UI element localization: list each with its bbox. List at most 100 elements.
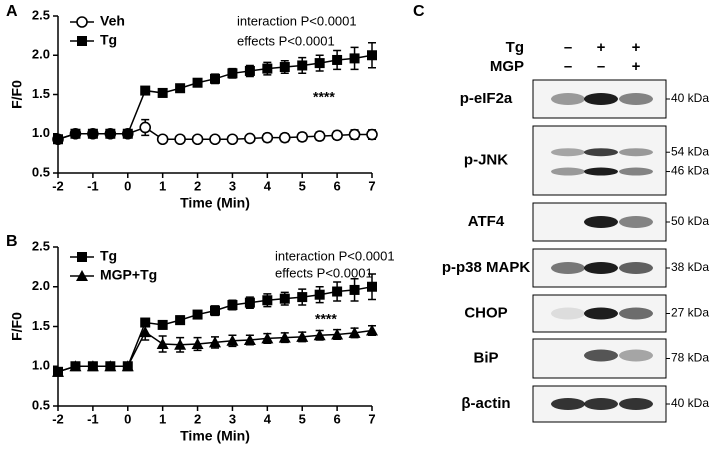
x-tick-label: 0 [124, 178, 131, 193]
y-tick-label: 0.5 [32, 164, 50, 179]
marker [122, 128, 133, 139]
marker [348, 128, 361, 141]
blot-band [619, 167, 653, 176]
blot-band [619, 307, 653, 320]
x-tick-label: 4 [264, 411, 272, 426]
condition-label: Tg [506, 39, 524, 56]
marker [279, 62, 290, 73]
marker [278, 331, 291, 343]
protein-label: BiP [473, 349, 498, 366]
lane-sign: – [597, 58, 605, 75]
marker [349, 284, 360, 295]
marker [175, 83, 186, 94]
marker [156, 133, 169, 146]
blot-band [584, 307, 618, 320]
x-tick-label: 2 [194, 178, 201, 193]
marker [140, 317, 151, 328]
lane-sign: + [632, 58, 641, 75]
y-tick-label: 2.0 [32, 278, 50, 293]
x-tick-label: 1 [159, 411, 166, 426]
kda-label: 78 kDa [671, 351, 709, 365]
blot-band [584, 398, 618, 410]
marker [349, 53, 360, 64]
panel-letter: B [6, 233, 18, 250]
kda-label: 54 kDa [671, 144, 709, 158]
marker [332, 286, 343, 297]
blot-band [619, 148, 653, 157]
y-tick-label: 2.5 [32, 238, 50, 253]
y-tick-label: 1.0 [32, 358, 50, 373]
marker [53, 134, 63, 145]
marker [244, 65, 255, 76]
marker [262, 63, 273, 74]
blot-band [551, 398, 585, 410]
x-tick-label: 1 [159, 178, 166, 193]
marker [209, 133, 221, 146]
blot-band [584, 349, 618, 362]
marker [348, 326, 361, 338]
panel-letter: A [6, 3, 18, 20]
x-tick-label: 2 [194, 411, 201, 426]
marker [313, 130, 326, 142]
marker [175, 315, 186, 326]
x-tick-label: -1 [87, 411, 99, 426]
marker [366, 128, 378, 141]
y-tick-label: 2.5 [32, 7, 50, 22]
marker [105, 128, 116, 139]
marker [314, 289, 325, 300]
annotation: effects P<0.0001 [237, 33, 335, 48]
y-tick-label: 1.5 [32, 318, 50, 333]
annotation: effects P<0.0001 [275, 265, 373, 280]
marker [77, 252, 87, 262]
y-tick-label: 1.5 [32, 86, 50, 101]
blot-band [551, 262, 585, 274]
x-tick-label: 7 [368, 411, 375, 426]
marker [227, 68, 238, 79]
marker [314, 58, 325, 69]
marker [192, 309, 203, 320]
y-tick-label: 0.5 [32, 397, 50, 412]
marker [191, 337, 204, 349]
marker [367, 281, 377, 292]
marker [279, 293, 290, 304]
marker [210, 73, 220, 84]
series-line [57, 286, 373, 373]
x-axis-label: Time (Min) [180, 195, 250, 211]
blot-band [619, 398, 653, 410]
y-axis-label: F/F0 [9, 80, 25, 109]
x-axis-label: Time (Min) [180, 428, 250, 444]
kda-label: 40 kDa [671, 91, 709, 105]
marker [244, 132, 256, 145]
marker [226, 334, 239, 346]
marker [296, 131, 309, 143]
blot-band [619, 349, 653, 362]
protein-label: p-eIF2a [460, 90, 513, 107]
marker [227, 300, 238, 311]
kda-label: 46 kDa [671, 164, 709, 178]
annotation: interaction P<0.0001 [237, 13, 357, 28]
x-tick-label: 5 [299, 411, 306, 426]
marker [278, 131, 291, 144]
x-tick-label: 6 [333, 178, 340, 193]
kda-label: 50 kDa [671, 214, 709, 228]
marker [76, 16, 88, 28]
marker [157, 319, 168, 330]
marker [140, 85, 151, 96]
legend-label: Veh [100, 13, 125, 29]
blot-band [584, 167, 618, 176]
marker [139, 121, 152, 134]
x-tick-label: 6 [333, 411, 340, 426]
legend-label: MGP+Tg [100, 267, 157, 283]
x-tick-label: -2 [52, 411, 64, 426]
marker [191, 133, 204, 146]
marker [76, 270, 88, 281]
lane-sign: – [564, 39, 572, 56]
y-axis-label: F/F0 [9, 312, 25, 341]
marker [174, 338, 187, 350]
kda-label: 27 kDa [671, 306, 709, 320]
marker [121, 360, 134, 372]
marker [87, 128, 98, 139]
x-tick-label: 7 [368, 178, 375, 193]
marker [296, 330, 309, 342]
